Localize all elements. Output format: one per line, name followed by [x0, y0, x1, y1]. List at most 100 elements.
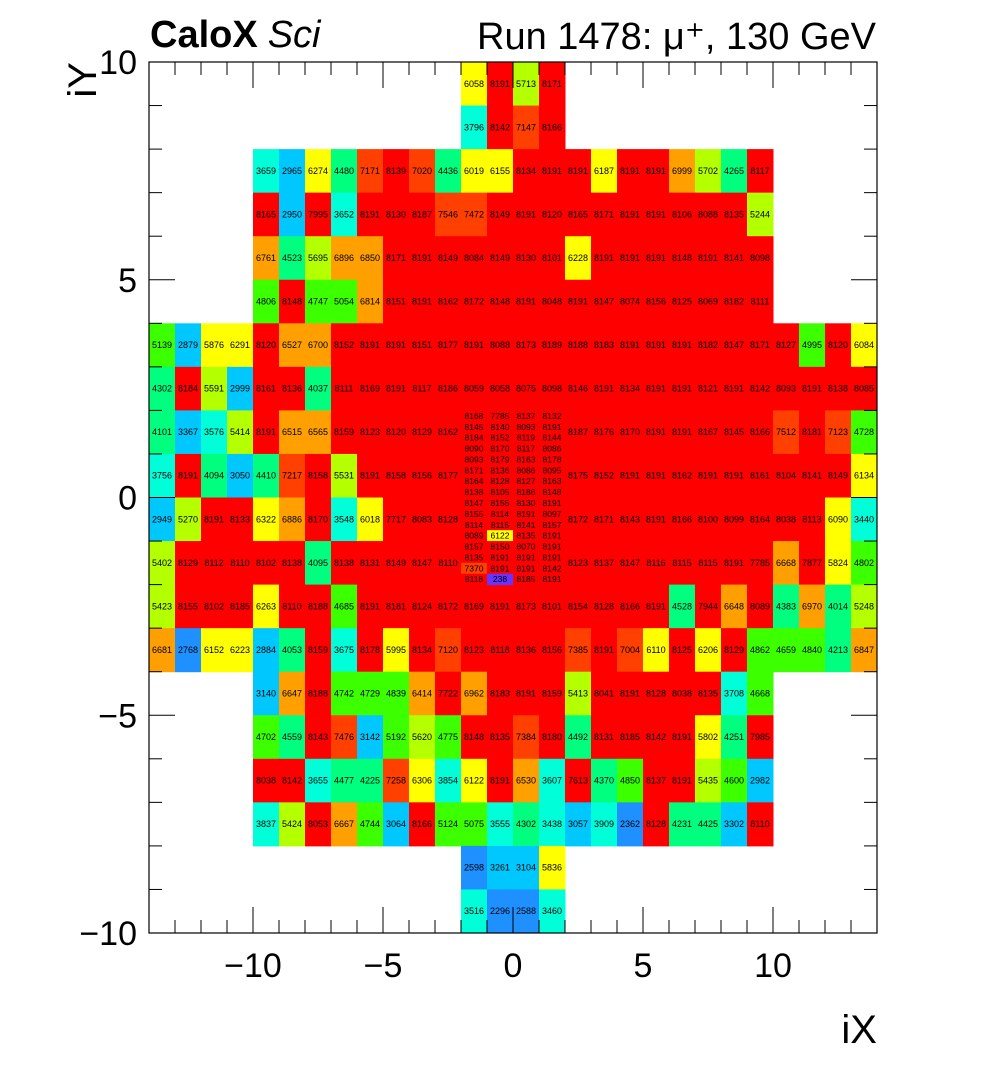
cell-value-label: 6999: [672, 166, 692, 176]
cell-value-label: 8176: [594, 427, 614, 437]
heatmap-cell: [435, 366, 462, 411]
cell-value-label: 4747: [308, 297, 328, 307]
cell-value-label: 8129: [178, 558, 198, 568]
heatmap-cell: [565, 192, 592, 237]
heatmap-subcell: [461, 443, 488, 455]
subcell-value-label: 8164: [465, 476, 484, 486]
heatmap-cell: [799, 584, 826, 629]
heatmap-cell: [721, 279, 748, 324]
heatmap-cell: [721, 758, 748, 803]
subcell-value-label: 8132: [543, 411, 562, 421]
heatmap-cell: [747, 628, 774, 673]
heatmap-cell: [669, 671, 696, 716]
cell-value-label: 4659: [776, 645, 796, 655]
cell-value-label: 8151: [386, 297, 406, 307]
heatmap-cell: [487, 845, 514, 890]
heatmap-cell: [617, 323, 644, 368]
heatmap-subcell: [513, 508, 540, 520]
heatmap-cell: [487, 62, 514, 107]
heatmap-cell: [617, 715, 644, 760]
subcell-value-label: 8093: [517, 422, 536, 432]
heatmap-cell: [591, 628, 618, 673]
cell-value-label: 5995: [386, 645, 406, 655]
cell-value-label: 8102: [256, 558, 276, 568]
heatmap-cell: [747, 453, 774, 498]
cell-value-label: 8191: [620, 209, 640, 219]
cell-value-label: 8148: [672, 253, 692, 263]
cell-value-label: 8121: [698, 384, 718, 394]
subcell-value-label: 8119: [517, 433, 536, 443]
heatmap-cell: [383, 323, 410, 368]
heatmap-cell: [747, 192, 774, 237]
cell-value-label: 2884: [256, 645, 276, 655]
cell-value-label: 8166: [672, 514, 692, 524]
cell-value-label: 7384: [516, 732, 536, 742]
heatmap-subcell: [487, 519, 514, 531]
cell-value-label: 5402: [152, 558, 172, 568]
cell-value-label: 8136: [516, 645, 536, 655]
heatmap-cell: [435, 410, 462, 455]
cell-value-label: 4053: [282, 645, 302, 655]
heatmap-subcell: [487, 453, 514, 466]
heatmap-cell: [487, 671, 514, 716]
cell-value-label: 6896: [334, 253, 354, 263]
subcell-value-label: 8086: [543, 444, 562, 454]
cell-value-label: 5270: [178, 514, 198, 524]
subcell-value-label: 8168: [465, 411, 484, 421]
heatmap-cell: [565, 366, 592, 411]
heatmap-cell: [175, 323, 202, 368]
cell-value-label: 8177: [438, 471, 458, 481]
cell-value-label: 6322: [256, 514, 276, 524]
heatmap-cell: [695, 802, 722, 847]
heatmap-subcell: [513, 486, 540, 498]
heatmap-cell: [669, 192, 696, 237]
heatmap-cell: [617, 453, 644, 498]
cell-value-label: 8123: [568, 558, 588, 568]
x-tick-label: 10: [754, 947, 792, 985]
heatmap-cell: [617, 628, 644, 673]
heatmap-cell: [747, 758, 774, 803]
cell-value-label: 4037: [308, 384, 328, 394]
cell-value-label: 8123: [360, 427, 380, 437]
cell-value-label: 3050: [230, 471, 250, 481]
heatmap-subcell: [461, 453, 488, 466]
heatmap-cell: [253, 279, 280, 324]
cell-value-label: 8187: [568, 427, 588, 437]
heatmap-cell: [253, 323, 280, 368]
heatmap-cell: [617, 149, 644, 194]
cell-value-label: 8053: [308, 819, 328, 829]
heatmap-cell: [539, 62, 566, 107]
heatmap-cell: [279, 149, 306, 194]
heatmap-cell: [253, 628, 280, 673]
cell-value-label: 8184: [178, 384, 198, 394]
cell-value-label: 7258: [386, 776, 406, 786]
heatmap-cell: [305, 758, 332, 803]
run-label: Run 1478: μ⁺, 130 GeV: [477, 16, 876, 58]
heatmap-cell: [253, 715, 280, 760]
cell-value-label: 4806: [256, 297, 276, 307]
cell-value-label: 6648: [724, 601, 744, 611]
cell-value-label: 8129: [412, 427, 432, 437]
cell-value-label: 8165: [568, 209, 588, 219]
heatmap-cell: [513, 802, 540, 847]
cell-value-label: 6084: [854, 340, 874, 350]
heatmap-cell: [149, 410, 176, 455]
cell-value-label: 7123: [828, 427, 848, 437]
cell-value-label: 8177: [438, 340, 458, 350]
heatmap-cell: [383, 366, 410, 411]
heatmap-cell: [279, 366, 306, 411]
heatmap-subcell: [539, 410, 566, 422]
cell-value-label: 4213: [828, 645, 848, 655]
subcell-value-label: 8095: [543, 465, 562, 475]
cell-value-label: 8120: [256, 340, 276, 350]
cell-value-label: 8191: [490, 776, 510, 786]
cell-value-label: 8167: [698, 427, 718, 437]
heatmap-cell: [149, 453, 176, 498]
cell-value-label: 5876: [204, 340, 224, 350]
heatmap-cell: [487, 802, 514, 847]
subcell-value-label: 8127: [517, 476, 536, 486]
heatmap-cell: [331, 541, 358, 586]
heatmap-subcell: [513, 453, 540, 466]
heatmap-cell: [721, 584, 748, 629]
cell-value-label: 8183: [594, 340, 614, 350]
